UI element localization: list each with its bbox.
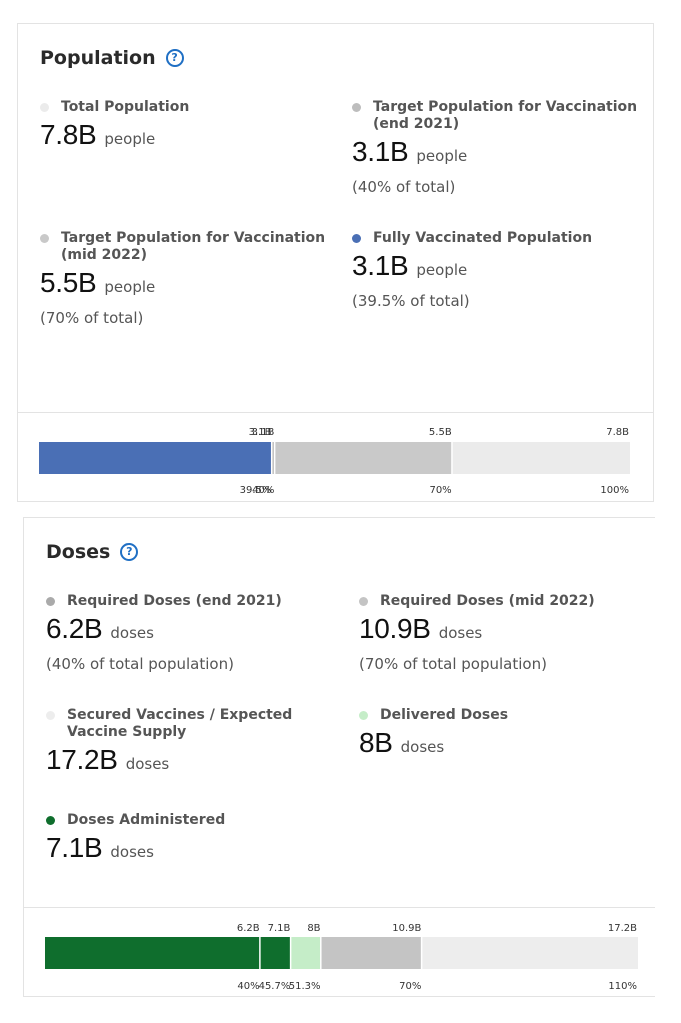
bar-percent-label: 45.7% bbox=[259, 981, 291, 992]
stat-note: (70% of total population) bbox=[359, 655, 547, 673]
bar-value-label: 8B bbox=[307, 923, 320, 934]
stat-label: Doses Administered bbox=[67, 812, 226, 828]
bar-segment bbox=[321, 937, 421, 969]
legend-dot-icon bbox=[46, 816, 55, 825]
stat-target-mid-2022: Target Population for Vaccination (mid 2… bbox=[40, 230, 330, 327]
stat-label: Target Population for Vaccination (mid 2… bbox=[61, 230, 326, 263]
bar-value-label: 3.1B bbox=[252, 427, 275, 438]
stat-unit: doses bbox=[110, 624, 154, 642]
doses-bar-area: 6.2B 40% 7.1B 45.7% 8B 51.3% 10.9B 70% 17.2B 110% bbox=[24, 907, 655, 997]
bar-segment bbox=[45, 937, 260, 969]
stat-unit: people bbox=[104, 278, 156, 296]
legend-dot-icon bbox=[40, 103, 49, 112]
stat-unit: doses bbox=[125, 755, 170, 773]
bar-value-label: 3.1B bbox=[249, 427, 272, 438]
legend-dot-icon bbox=[40, 234, 49, 243]
legend-dot-icon bbox=[46, 711, 55, 720]
doses-title: Doses ? bbox=[46, 541, 139, 563]
stat-unit: people bbox=[104, 130, 156, 148]
bar-percent-label: 51.3% bbox=[289, 981, 321, 992]
stat-value: 7.1B bbox=[46, 832, 103, 863]
stat-fully-vaccinated: Fully Vaccinated Population 3.1B people (… bbox=[352, 230, 642, 310]
stat-unit: doses bbox=[110, 843, 154, 861]
legend-dot-icon bbox=[352, 103, 361, 112]
help-icon[interactable]: ? bbox=[120, 543, 139, 561]
population-bar-area: 3.1B 39.5% 3.1B 40% 5.5B 70% 7.8B 100% bbox=[18, 412, 653, 501]
stat-note: (70% of total) bbox=[40, 309, 144, 327]
bar-segment bbox=[422, 937, 638, 969]
bar-percent-label: 40% bbox=[237, 981, 259, 992]
doses-stacked-bar: 6.2B 40% 7.1B 45.7% 8B 51.3% 10.9B 70% 17.2B 110% bbox=[45, 923, 638, 992]
stat-note: (39.5% of total) bbox=[352, 292, 470, 310]
bar-percent-label: 100% bbox=[600, 485, 629, 496]
stat-label: Secured Vaccines / Expected Vaccine Supp… bbox=[67, 707, 293, 740]
bar-value-label: 10.9B bbox=[392, 923, 421, 934]
population-card: Population ? Total Population 7.8B people… bbox=[17, 23, 654, 502]
stat-note: (40% of total population) bbox=[46, 655, 234, 673]
bar-segment bbox=[260, 937, 290, 969]
bar-segment bbox=[272, 442, 274, 474]
stat-label: Required Doses (end 2021) bbox=[67, 593, 282, 609]
stat-label: Fully Vaccinated Population bbox=[373, 230, 593, 246]
bar-value-label: 5.5B bbox=[429, 427, 452, 438]
bar-percent-label: 39.5% bbox=[240, 485, 272, 496]
stat-unit: doses bbox=[400, 738, 445, 756]
stat-unit: people bbox=[416, 147, 468, 165]
stat-required-mid-2022: Required Doses (mid 2022) 10.9B doses (70… bbox=[359, 593, 649, 673]
legend-dot-icon bbox=[352, 234, 361, 243]
stat-label: Required Doses (mid 2022) bbox=[380, 593, 595, 609]
stat-label: Delivered Doses bbox=[380, 707, 509, 723]
bar-segment bbox=[452, 442, 630, 474]
bar-value-label: 7.8B bbox=[606, 427, 629, 438]
stat-value: 3.1B bbox=[352, 250, 409, 281]
stat-target-end-2021: Target Population for Vaccination (end 2… bbox=[352, 99, 642, 196]
bar-value-label: 17.2B bbox=[608, 923, 637, 934]
legend-dot-icon bbox=[359, 597, 368, 606]
bar-percent-label: 70% bbox=[429, 485, 451, 496]
bar-value-label: 6.2B bbox=[237, 923, 260, 934]
stat-value: 5.5B bbox=[40, 267, 97, 298]
stat-delivered-doses: Delivered Doses 8B doses bbox=[359, 707, 649, 759]
bar-segment bbox=[291, 937, 321, 969]
stat-label: Target Population for Vaccination (end 2… bbox=[373, 99, 638, 132]
doses-card: Doses ? Required Doses (end 2021) 6.2B do… bbox=[23, 517, 655, 997]
help-icon[interactable]: ? bbox=[165, 49, 184, 67]
bar-percent-label: 110% bbox=[608, 981, 637, 992]
stat-value: 7.8B bbox=[40, 119, 97, 150]
stat-required-end-2021: Required Doses (end 2021) 6.2B doses (40%… bbox=[46, 593, 346, 673]
bar-segment bbox=[275, 442, 452, 474]
stat-total-population: Total Population 7.8B people bbox=[40, 99, 330, 151]
stat-value: 10.9B bbox=[359, 613, 431, 644]
stat-value: 8B bbox=[359, 727, 393, 758]
stat-value: 3.1B bbox=[352, 136, 409, 167]
stat-doses-administered: Doses Administered 7.1B doses bbox=[46, 812, 346, 864]
bar-value-label: 7.1B bbox=[268, 923, 291, 934]
bar-percent-label: 70% bbox=[399, 981, 421, 992]
stat-unit: people bbox=[416, 261, 468, 279]
stat-value: 6.2B bbox=[46, 613, 103, 644]
bar-percent-label: 40% bbox=[252, 485, 274, 496]
stat-note: (40% of total) bbox=[352, 178, 456, 196]
stat-label: Total Population bbox=[61, 99, 190, 115]
legend-dot-icon bbox=[359, 711, 368, 720]
bar-segment bbox=[39, 442, 271, 474]
population-title: Population ? bbox=[40, 47, 184, 69]
stat-secured-vaccines: Secured Vaccines / Expected Vaccine Supp… bbox=[46, 707, 306, 776]
stat-value: 17.2B bbox=[46, 744, 118, 775]
legend-dot-icon bbox=[46, 597, 55, 606]
stat-unit: doses bbox=[438, 624, 483, 642]
